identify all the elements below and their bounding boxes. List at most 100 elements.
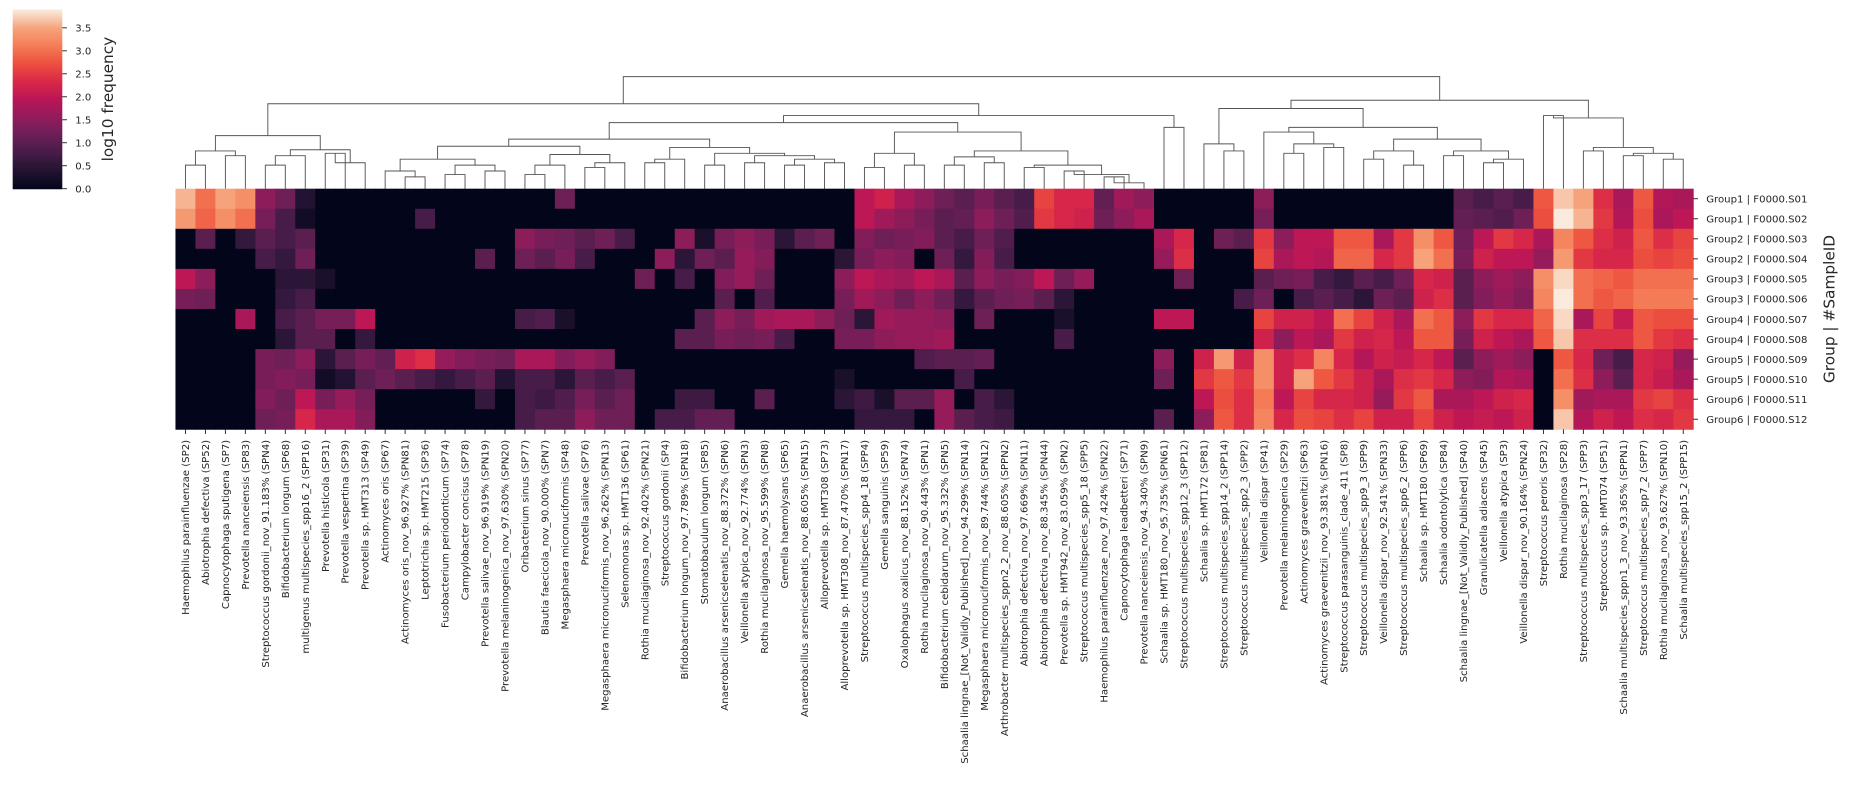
heatmap-cell <box>355 248 376 270</box>
heatmap-cell <box>974 268 995 290</box>
heatmap-cell <box>1373 208 1395 230</box>
heatmap-cell <box>854 308 875 330</box>
heatmap-cell <box>1094 208 1115 230</box>
heatmap-cell <box>574 268 596 290</box>
heatmap-cell <box>235 268 256 290</box>
column-label: Prevotella nanceiensis (SP83) <box>241 440 252 590</box>
colorbar-segment <box>12 108 63 111</box>
heatmap-cell <box>1114 288 1135 310</box>
colorbar-segment <box>12 134 63 137</box>
heatmap-cell <box>734 268 756 290</box>
colorbar-segment <box>12 118 63 121</box>
heatmap-cell <box>1114 329 1135 350</box>
heatmap-cell <box>1253 308 1275 330</box>
heatmap-cell <box>494 188 516 210</box>
heatmap-cell <box>1293 329 1315 350</box>
heatmap-cell <box>734 288 756 310</box>
colorbar-tick-label: 3.5 <box>75 24 91 35</box>
heatmap-cell <box>1034 268 1055 290</box>
heatmap-cell <box>554 208 576 230</box>
heatmap-cell <box>594 349 616 370</box>
heatmap-cell <box>534 248 556 270</box>
colorbar-segment <box>12 9 63 12</box>
heatmap-cell <box>295 188 316 210</box>
heatmap-cell <box>1253 268 1275 290</box>
heatmap-cell <box>714 409 736 430</box>
heatmap-cell <box>1513 188 1534 210</box>
heatmap-cell <box>734 188 756 210</box>
colorbar-segment <box>12 73 63 76</box>
heatmap-cell <box>734 409 756 430</box>
colorbar-segment <box>12 10 63 14</box>
colorbar-segment <box>12 57 63 60</box>
heatmap-cell <box>1653 349 1674 370</box>
heatmap-cell <box>1094 248 1115 270</box>
heatmap-cell <box>914 248 935 270</box>
heatmap-cell <box>854 268 875 290</box>
column-label: Prevotella melaninogenica_nov_97.630% (S… <box>501 440 512 692</box>
heatmap-cell <box>1673 389 1694 410</box>
column-label: Veillonella dispar_nov_90.164% (SPN24) <box>1519 440 1530 644</box>
heatmap-cell <box>994 268 1015 290</box>
heatmap-cell <box>475 228 496 250</box>
column-label: Prevotella melaninogenica (SP29) <box>1279 440 1290 611</box>
colorbar-segment <box>12 63 63 66</box>
heatmap-cell <box>1333 369 1355 390</box>
heatmap-cell <box>994 409 1015 430</box>
heatmap-cell <box>415 329 436 350</box>
heatmap-cell <box>794 369 815 390</box>
heatmap-cell <box>514 389 536 410</box>
heatmap-cell <box>235 389 256 410</box>
heatmap-cell <box>1134 268 1155 290</box>
heatmap-cell <box>634 228 656 250</box>
heatmap-cell <box>1533 409 1554 430</box>
heatmap-cell <box>874 248 895 270</box>
colorbar-segment <box>12 116 63 120</box>
heatmap-cell <box>1293 369 1315 390</box>
heatmap-cell <box>934 188 955 210</box>
heatmap-cell <box>1413 288 1435 310</box>
column-label: Schaalia lingnae_[Not_Validly_Published]… <box>960 440 971 764</box>
heatmap-cell <box>654 308 676 330</box>
heatmap-cell <box>1114 349 1135 370</box>
heatmap-cell <box>1573 329 1594 350</box>
heatmap-cell <box>714 329 736 350</box>
heatmap-cell <box>1233 369 1255 390</box>
heatmap-cell <box>1293 409 1315 430</box>
heatmap-cell <box>1154 188 1175 210</box>
column-label: Streptococcus multispecies_spp9_3 (SPP9) <box>1359 440 1370 656</box>
column-label: multigenus multispecies_spp16_2 (SPP16) <box>301 440 312 654</box>
heatmap-cell <box>275 308 296 330</box>
heatmap-cell <box>1373 329 1395 350</box>
heatmap-cell <box>954 369 975 390</box>
heatmap-cell <box>1513 288 1534 310</box>
heatmap-cell <box>1074 389 1095 410</box>
heatmap-cell <box>1114 228 1135 250</box>
heatmap-cell <box>1593 248 1614 270</box>
column-label: Granulicatella adiacens (SP45) <box>1479 440 1490 595</box>
heatmap-cell <box>1453 208 1475 230</box>
heatmap-cell <box>1433 268 1455 290</box>
heatmap-cell <box>175 188 196 210</box>
heatmap-cell <box>215 208 236 230</box>
heatmap-cell <box>255 369 276 390</box>
heatmap-cell <box>1613 268 1634 290</box>
heatmap-cell <box>894 308 915 330</box>
dendrogram-links <box>184 76 1684 189</box>
heatmap-cell <box>774 409 796 430</box>
heatmap-cell <box>854 228 875 250</box>
heatmap-cell <box>435 409 456 430</box>
heatmap-cell <box>1653 268 1674 290</box>
colorbar-segment <box>12 182 63 185</box>
heatmap-cell <box>534 349 556 370</box>
heatmap-cell <box>395 349 416 370</box>
heatmap-cell <box>754 268 776 290</box>
heatmap-cell <box>1393 188 1415 210</box>
heatmap-cell <box>1014 329 1035 350</box>
heatmap-cell <box>1333 329 1355 350</box>
heatmap-cell <box>435 349 456 370</box>
column-label: Streptococcus multispecies_spp6_2 (SPP6) <box>1399 440 1410 656</box>
heatmap-cell <box>1293 288 1315 310</box>
heatmap-cell <box>1094 188 1115 210</box>
heatmap-cell <box>914 268 935 290</box>
